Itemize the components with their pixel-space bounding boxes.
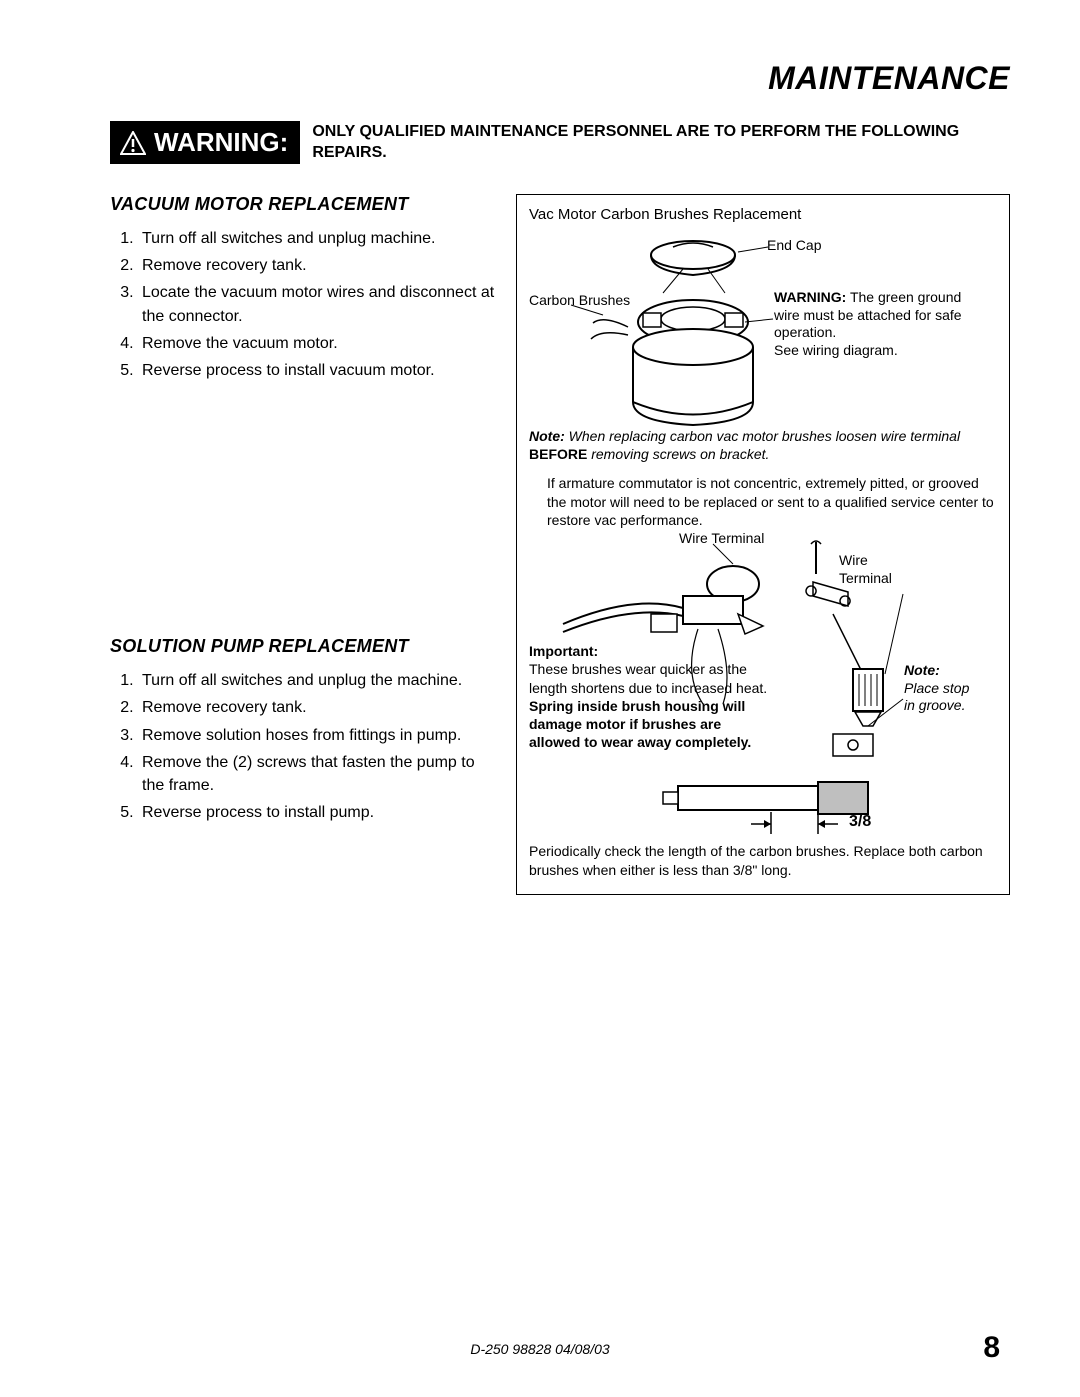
- list-item: Remove solution hoses from fittings in p…: [138, 724, 500, 747]
- list-item: Locate the vacuum motor wires and discon…: [138, 281, 500, 327]
- warning-text: ONLY QUALIFIED MAINTENANCE PERSONNEL ARE…: [312, 122, 1010, 164]
- groove-note-body: Place stop in groove.: [904, 680, 969, 714]
- wire-terminal-label-1: Wire Terminal: [679, 530, 764, 548]
- note-bold: BEFORE: [529, 446, 587, 462]
- warning-badge: WARNING:: [110, 121, 300, 164]
- list-item: Remove recovery tank.: [138, 696, 500, 719]
- page-number: 8: [983, 1331, 1000, 1365]
- list-item: Reverse process to install vacuum motor.: [138, 359, 500, 382]
- list-item: Reverse process to install pump.: [138, 801, 500, 824]
- list-item: Remove the vacuum motor.: [138, 332, 500, 355]
- measurement-label: 3/8: [849, 812, 871, 832]
- important-line1: These brushes wear quicker as the length…: [529, 661, 767, 695]
- diagram-box: Vac Motor Carbon Brushes Replacement: [516, 194, 1010, 895]
- page-title: MAINTENANCE: [110, 60, 1010, 97]
- end-cap-label: End Cap: [767, 237, 821, 255]
- note-replace: Note: When replacing carbon vac motor br…: [529, 427, 997, 463]
- wire-terminal-label-2: Wire Terminal: [839, 552, 892, 587]
- list-item: Turn off all switches and unplug the mac…: [138, 669, 500, 692]
- list-item: Remove recovery tank.: [138, 254, 500, 277]
- warning-prefix-label: WARNING:: [774, 289, 846, 305]
- important-line2: Spring inside brush housing will damage …: [529, 698, 745, 732]
- periodic-text: Periodically check the length of the car…: [529, 842, 997, 880]
- list-item: Remove the (2) screws that fasten the pu…: [138, 751, 500, 797]
- vacuum-steps: Turn off all switches and unplug machine…: [110, 227, 500, 382]
- solution-heading: SOLUTION PUMP REPLACEMENT: [110, 636, 500, 657]
- list-item: Turn off all switches and unplug machine…: [138, 227, 500, 250]
- carbon-brushes-label: Carbon Brushes: [529, 292, 649, 310]
- warning-row: WARNING: ONLY QUALIFIED MAINTENANCE PERS…: [110, 121, 1010, 164]
- warning-triangle-icon: [120, 131, 146, 155]
- warning-badge-label: WARNING:: [154, 127, 288, 158]
- footer-doc-id: D-250 98828 04/08/03: [470, 1341, 609, 1357]
- diagram-title: Vac Motor Carbon Brushes Replacement: [529, 205, 997, 225]
- note-prefix: Note:: [529, 428, 565, 444]
- important-line3: allowed to wear away completely.: [529, 734, 751, 750]
- solution-steps: Turn off all switches and unplug the mac…: [110, 669, 500, 824]
- groove-note-prefix: Note:: [904, 662, 940, 678]
- note-body1: When replacing carbon vac motor brushes …: [565, 428, 960, 444]
- note-body2: removing screws on bracket.: [587, 446, 769, 462]
- important-heading: Important:: [529, 643, 598, 659]
- vacuum-heading: VACUUM MOTOR REPLACEMENT: [110, 194, 500, 215]
- armature-text: If armature commutator is not concentric…: [529, 474, 997, 531]
